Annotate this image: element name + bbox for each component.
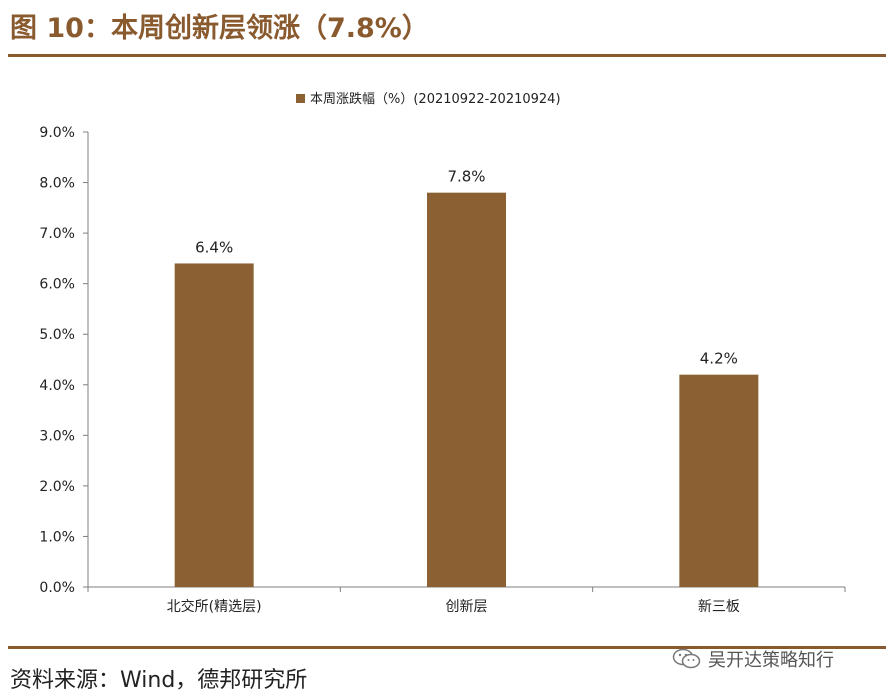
bar-chart: 本周涨跌幅（%）(20210922-20210924) 0.0% 1.0% 2.0%… xyxy=(39,91,846,615)
legend-label: 本周涨跌幅（%）(20210922-20210924) xyxy=(310,91,561,107)
source-note: 资料来源：Wind，德邦研究所 xyxy=(10,668,308,693)
x-category-label: 创新层 xyxy=(446,599,488,615)
x-axis: 北交所(精选层) 创新层 新三板 xyxy=(87,586,846,615)
y-tick-label: 5.0% xyxy=(39,327,75,343)
bar xyxy=(427,192,506,587)
y-tick-label: 0.0% xyxy=(39,580,75,596)
y-tick-label: 1.0% xyxy=(39,529,75,545)
y-tick-label: 9.0% xyxy=(39,125,75,141)
y-tick-label: 3.0% xyxy=(39,428,75,444)
bars xyxy=(174,192,759,587)
wechat-icon xyxy=(672,648,701,669)
x-category-label: 北交所(精选层) xyxy=(167,598,262,615)
bar-value-label: 6.4% xyxy=(195,238,233,256)
watermark-text: 吴开达策略知行 xyxy=(708,650,834,671)
y-tick-label: 2.0% xyxy=(39,479,75,495)
bar xyxy=(174,263,254,587)
bar-value-label: 7.8% xyxy=(447,168,485,186)
y-tick-label: 6.0% xyxy=(39,277,75,293)
watermark: 吴开达策略知行 xyxy=(672,646,834,672)
data-labels: 6.4% 7.8% 4.2% xyxy=(195,168,738,368)
y-tick-label: 7.0% xyxy=(39,226,75,242)
top-rule xyxy=(8,54,886,57)
y-tick-label: 4.0% xyxy=(39,378,75,394)
y-tick-label: 8.0% xyxy=(39,176,75,192)
legend: 本周涨跌幅（%）(20210922-20210924) xyxy=(296,91,561,107)
x-category-label: 新三板 xyxy=(698,599,740,615)
figure-title: 图 10：本周创新层领涨（7.8%） xyxy=(10,13,429,44)
bar-value-label: 4.2% xyxy=(700,350,738,368)
y-axis: 0.0% 1.0% 2.0% 3.0% 4.0% 5.0% 6.0% 7.0% 8.0% 9.0% xyxy=(39,125,89,596)
bottom-rule xyxy=(8,646,886,649)
legend-swatch xyxy=(296,94,305,103)
bar xyxy=(679,374,759,587)
